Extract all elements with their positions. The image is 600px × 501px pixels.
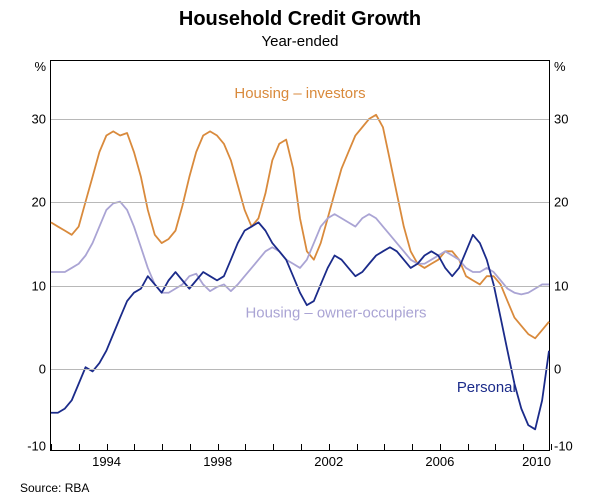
xtick-mark bbox=[218, 444, 219, 450]
chart-subtitle: Year-ended bbox=[0, 33, 600, 50]
xtick-label: 2002 bbox=[314, 454, 343, 469]
xtick-mark bbox=[273, 444, 274, 450]
series-label: Personal bbox=[457, 379, 516, 396]
xtick-mark bbox=[245, 444, 246, 450]
gridline bbox=[51, 369, 549, 370]
ytick-right: -10 bbox=[554, 439, 573, 454]
xtick-mark bbox=[51, 444, 52, 450]
xtick-label: 2006 bbox=[425, 454, 454, 469]
chart-title: Household Credit Growth bbox=[0, 0, 600, 31]
xtick-mark bbox=[551, 444, 552, 450]
ytick-left: 0 bbox=[39, 361, 46, 376]
y-unit-right: % bbox=[554, 59, 566, 74]
ytick-right: 30 bbox=[554, 112, 568, 127]
gridline bbox=[51, 202, 549, 203]
xtick-mark bbox=[190, 444, 191, 450]
xtick-mark bbox=[384, 444, 385, 450]
ytick-left: 10 bbox=[32, 278, 46, 293]
xtick-mark bbox=[357, 444, 358, 450]
xtick-mark bbox=[329, 444, 330, 450]
series-label: Housing – owner-occupiers bbox=[246, 305, 427, 322]
xtick-mark bbox=[523, 444, 524, 450]
y-unit-left: % bbox=[34, 59, 46, 74]
xtick-label: 1998 bbox=[203, 454, 232, 469]
ytick-left: 30 bbox=[32, 112, 46, 127]
xtick-mark bbox=[495, 444, 496, 450]
xtick-mark bbox=[134, 444, 135, 450]
xtick-mark bbox=[107, 444, 108, 450]
xtick-mark bbox=[440, 444, 441, 450]
xtick-mark bbox=[162, 444, 163, 450]
xtick-mark bbox=[468, 444, 469, 450]
xtick-mark bbox=[412, 444, 413, 450]
plot-area: % % Housing – investorsHousing – owner-o… bbox=[50, 60, 550, 451]
series-line bbox=[51, 222, 549, 429]
chart-source: Source: RBA bbox=[20, 481, 89, 495]
ytick-right: 0 bbox=[554, 361, 561, 376]
ytick-right: 20 bbox=[554, 195, 568, 210]
xtick-mark bbox=[301, 444, 302, 450]
series-label: Housing – investors bbox=[234, 85, 365, 102]
chart-container: Household Credit Growth Year-ended % % H… bbox=[0, 0, 600, 501]
ytick-right: 10 bbox=[554, 278, 568, 293]
xtick-label: 1994 bbox=[92, 454, 121, 469]
gridline bbox=[51, 119, 549, 120]
xtick-mark bbox=[79, 444, 80, 450]
xtick-label: 2010 bbox=[522, 454, 551, 469]
ytick-left: -10 bbox=[27, 439, 46, 454]
ytick-left: 20 bbox=[32, 195, 46, 210]
gridline bbox=[51, 286, 549, 287]
